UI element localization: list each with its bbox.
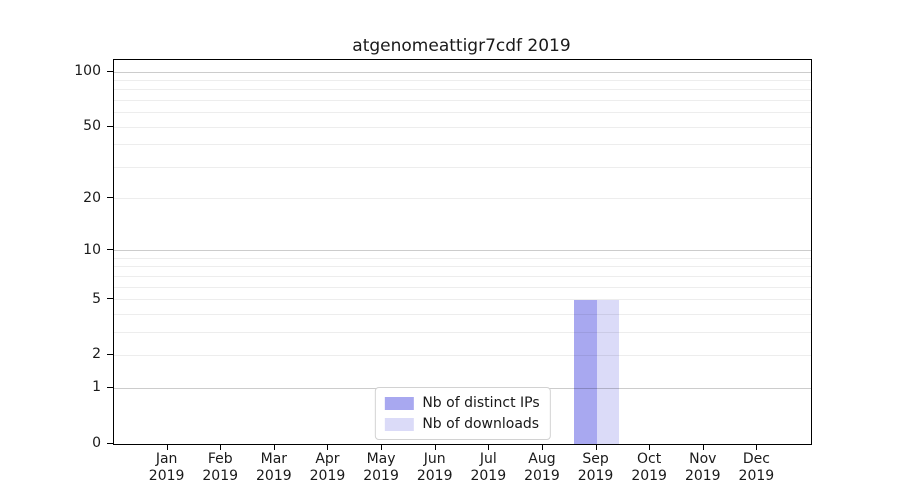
bar-distinct-ips	[574, 299, 597, 444]
x-tick-mark	[273, 445, 275, 450]
legend-label: Nb of distinct IPs	[422, 395, 540, 411]
x-tick-label: Sep 2019	[577, 451, 614, 484]
x-tick-label: Mar 2019	[256, 451, 292, 484]
x-tick-label: Jul 2019	[470, 451, 507, 484]
gridline	[114, 166, 811, 168]
y-tick-mark	[107, 353, 113, 355]
gridline	[114, 299, 811, 301]
y-tick-label: 0	[92, 435, 101, 451]
y-tick-label: 10	[83, 241, 101, 258]
x-tick-mark	[488, 445, 490, 450]
gridline	[114, 126, 811, 128]
gridline	[114, 144, 811, 146]
gridline	[114, 331, 811, 333]
x-tick-mark	[327, 445, 329, 450]
gridline	[114, 257, 811, 259]
x-tick-mark	[434, 445, 436, 450]
gridline	[114, 286, 811, 288]
x-tick-label: Jan 2019	[148, 451, 185, 484]
x-tick-label: Apr 2019	[309, 451, 346, 484]
legend-entry: Nb of distinct IPs	[384, 395, 540, 411]
x-tick-label: Nov 2019	[684, 451, 721, 484]
x-tick-mark	[381, 445, 383, 450]
gridline	[114, 313, 811, 315]
gridline	[114, 79, 811, 81]
x-tick-mark	[541, 445, 543, 450]
legend: Nb of distinct IPs Nb of downloads	[374, 387, 551, 440]
x-tick-mark	[756, 445, 758, 450]
y-tick-mark	[107, 249, 113, 251]
y-tick-label: 1	[92, 379, 101, 396]
bar-downloads	[596, 299, 620, 444]
gridline	[114, 354, 811, 356]
gridline	[114, 266, 811, 268]
y-tick-mark	[107, 386, 113, 388]
x-tick-mark	[166, 445, 168, 450]
legend-label: Nb of downloads	[422, 416, 540, 432]
legend-swatch	[384, 396, 414, 410]
gridline	[114, 198, 811, 200]
gridline	[114, 250, 811, 252]
x-tick-label: Dec 2019	[738, 451, 775, 484]
y-tick-mark	[107, 70, 113, 72]
plot-area: Nb of distinct IPs Nb of downloads	[113, 59, 812, 445]
x-tick-label: Jun 2019	[416, 451, 453, 484]
y-tick-mark	[107, 442, 113, 444]
chart-title: atgenomeattigr7cdf 2019	[352, 36, 571, 56]
legend-swatch	[384, 417, 414, 431]
gridline	[114, 71, 811, 73]
gridline	[114, 89, 811, 91]
x-tick-mark	[220, 445, 222, 450]
y-tick-mark	[107, 298, 113, 300]
gridline	[114, 99, 811, 101]
y-tick-label: 100	[74, 63, 101, 79]
x-tick-label: Aug 2019	[524, 451, 560, 484]
y-tick-label: 20	[83, 189, 101, 206]
x-tick-mark	[595, 445, 597, 450]
legend-entry: Nb of downloads	[384, 416, 539, 432]
y-tick-label: 2	[92, 346, 101, 363]
y-tick-mark	[107, 125, 113, 127]
x-tick-mark	[702, 445, 704, 450]
gridline	[114, 112, 811, 114]
y-tick-label: 5	[92, 290, 101, 307]
y-tick-mark	[107, 197, 113, 199]
y-tick-label: 50	[83, 118, 101, 135]
gridline	[114, 275, 811, 277]
x-tick-label: May 2019	[363, 451, 399, 484]
x-tick-label: Feb 2019	[202, 451, 239, 484]
x-tick-mark	[649, 445, 651, 450]
x-tick-label: Oct 2019	[631, 451, 667, 484]
